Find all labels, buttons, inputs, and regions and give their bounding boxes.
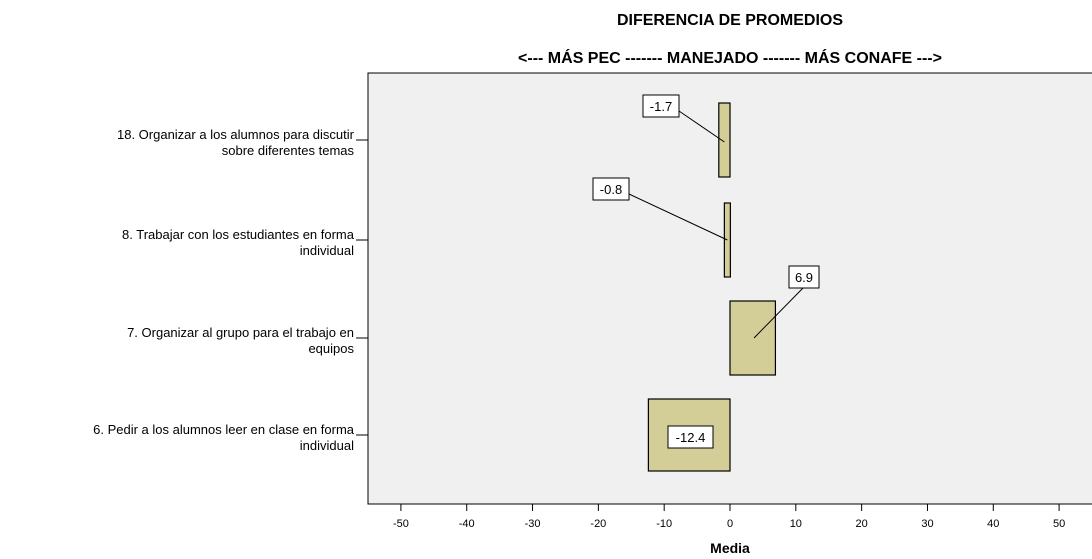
x-tick-label-6: 0 [727, 518, 733, 530]
x-tick-label-10: 40 [987, 518, 999, 530]
x-tick-label-7: 10 [790, 518, 802, 530]
data-label-3: 6.9 [795, 270, 813, 285]
category-labels: 18. Organizar a los alumnos para discuti… [93, 127, 368, 453]
x-tick-label-2: -40 [459, 518, 475, 530]
x-tick-label-1: -50 [393, 518, 409, 530]
category-label-3-line-2: equipos [308, 341, 354, 356]
data-label-leader-3 [753, 287, 804, 339]
category-label-4-line-1: 6. Pedir a los alumnos leer en clase en … [93, 422, 355, 437]
x-tick-label-3: -30 [525, 518, 541, 530]
category-label-4-line-2: individual [300, 438, 354, 453]
data-label-4: -12.4 [676, 430, 706, 445]
x-tick-label-5: -10 [656, 518, 672, 530]
category-label-3-line-1: 7. Organizar al grupo para el trabajo en [127, 325, 354, 340]
chart-subtitle: <--- MÁS PEC ------- MANEJADO ------- MÁ… [518, 48, 942, 67]
x-axis-label: Media [710, 540, 750, 556]
bar-3 [729, 300, 777, 376]
bar-1 [718, 102, 731, 178]
data-label-1: -1.7 [650, 99, 672, 114]
data-label-leader-1 [678, 110, 725, 143]
category-label-2-line-2: individual [300, 243, 354, 258]
category-label-2-line-1: 8. Trabajar con los estudiantes en forma [122, 227, 355, 242]
x-tick-label-11: 50 [1053, 518, 1065, 530]
data-label-leader-2 [628, 193, 728, 241]
x-axis-ticks: -50 -40 -30 -20 -10 0 10 20 30 40 50 [393, 504, 1065, 530]
category-label-1-line-2: sobre diferentes temas [222, 143, 355, 158]
x-tick-label-8: 20 [856, 518, 868, 530]
data-label-box-2 [592, 177, 630, 201]
data-label-box-3 [788, 265, 820, 289]
category-label-1-line-1: 18. Organizar a los alumnos para discuti… [117, 127, 355, 142]
data-labels: -1.7 -0.8 6.9 -12.4 [592, 94, 820, 449]
chart-title: DIFERENCIA DE PROMEDIOS [617, 12, 843, 29]
x-tick-label-4: -20 [590, 518, 606, 530]
data-label-box-4 [667, 425, 714, 449]
x-tick-label-9: 30 [921, 518, 933, 530]
data-label-2: -0.8 [600, 182, 622, 197]
data-label-box-1 [642, 94, 680, 118]
